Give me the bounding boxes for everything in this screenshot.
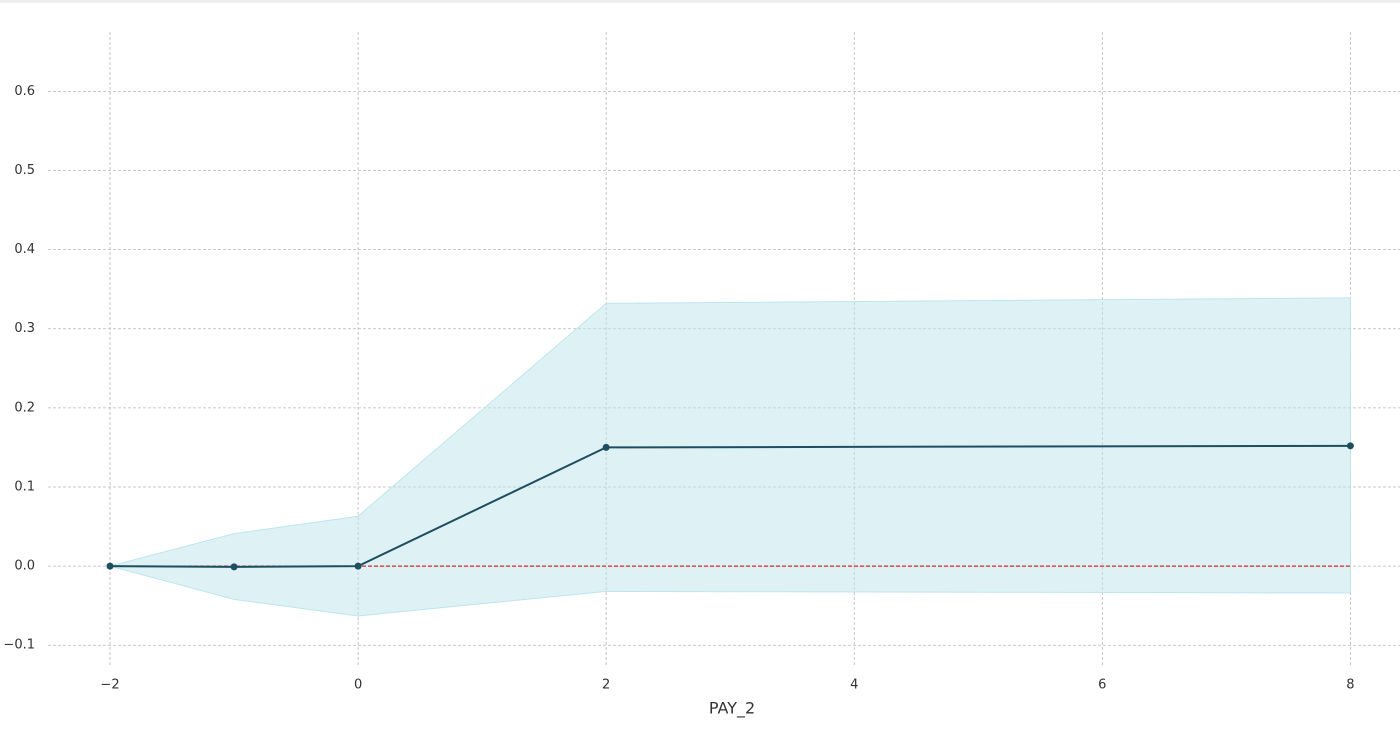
y-tick-label: 0.6 — [14, 84, 35, 99]
y-tick-label: 0.3 — [14, 321, 35, 336]
point — [1346, 442, 1354, 450]
y-tick-label: 0.0 — [14, 559, 35, 574]
x-tick-label: 2 — [602, 678, 610, 693]
y-tick-label: 0.1 — [14, 479, 35, 494]
y-tick-label: 0.2 — [14, 400, 35, 415]
point — [354, 562, 362, 570]
top-bar — [0, 0, 1400, 3]
x-tick-label: 6 — [1098, 678, 1106, 693]
y-tick-label: 0.4 — [14, 242, 35, 257]
x-axis-label: PAY_2 — [709, 699, 755, 719]
y-tick-label: −0.1 — [3, 638, 35, 653]
x-tick-label: 4 — [850, 678, 858, 693]
point — [106, 562, 114, 570]
confidence-band — [108, 297, 1351, 617]
x-tick-label: −2 — [100, 678, 119, 693]
x-tick-label: 0 — [354, 678, 362, 693]
point — [602, 443, 610, 451]
point — [230, 563, 238, 571]
x-tick-label: 8 — [1346, 678, 1354, 693]
y-tick-label: 0.5 — [14, 163, 35, 178]
